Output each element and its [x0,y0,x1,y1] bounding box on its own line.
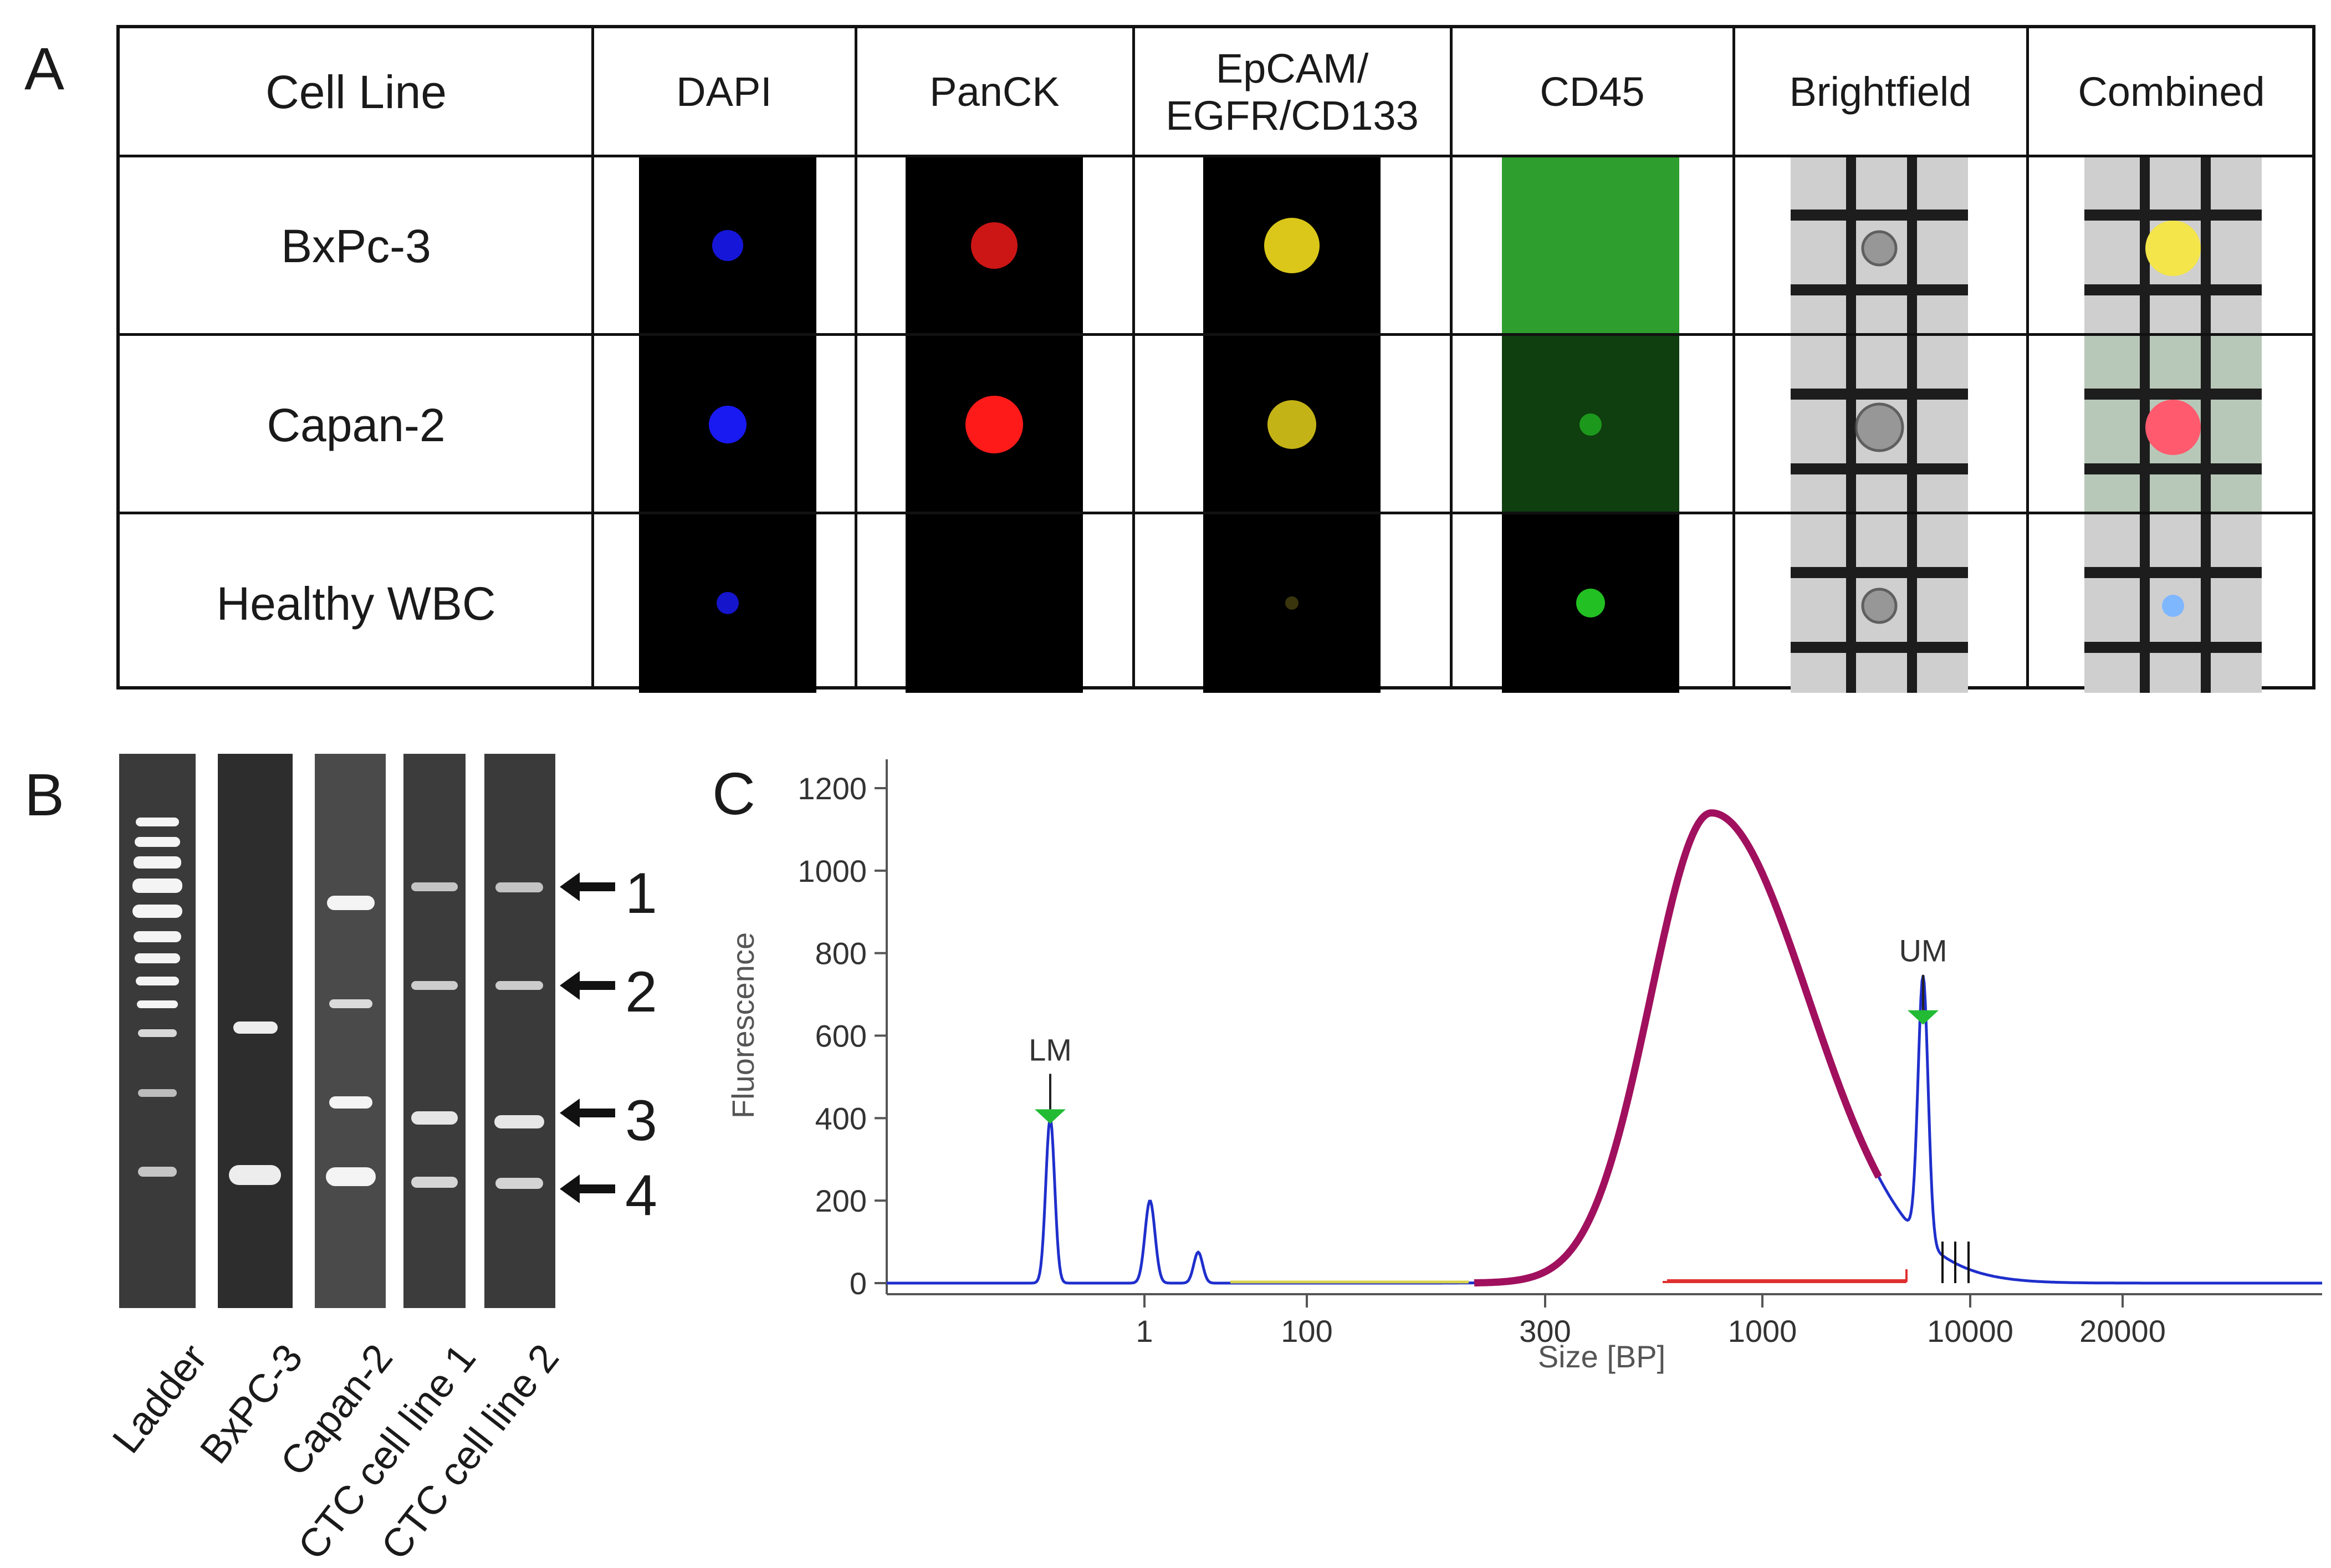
row-label-capan2: Capan-2 [267,399,446,451]
y-tick-label-800: 800 [815,936,867,971]
x-tick-label-100: 100 [1281,1314,1332,1349]
arrow-3-icon [560,1099,615,1127]
band-marker-2: 2 [625,960,657,1024]
marker-UM-label: UM [1899,933,1947,968]
gel-lane-ladder [119,754,196,1308]
header-combined: Combined [2078,69,2265,115]
micrograph-dapi-wbc [639,514,816,693]
micrograph-brightfield-wbc [1791,514,1968,693]
gel-electrophoresis: 1 2 3 4 Ladder BxPC-3 Capan-2 CTC cell l… [0,737,693,1568]
micrograph-combined-bxpc3 [2084,157,2262,335]
bioanalyzer-chart: Fluorescence Size [BP] 0 200 400 600 800 1000… [698,737,2331,1402]
gel-lane-capan2 [315,754,386,1308]
marker-LM-label: LM [1029,1032,1072,1067]
bioanalyzer-svg: Fluorescence Size [BP] 0 200 400 600 800 1000… [725,759,2322,1374]
micrograph-dapi-bxpc3 [639,157,816,335]
micrograph-panck-bxpc3 [906,157,1083,335]
micrograph-epcam-capan2 [1203,336,1381,514]
band-arrows [560,872,615,1203]
x-tick-label-1000: 1000 [1728,1314,1797,1349]
micrograph-dapi-capan2 [639,336,816,514]
micrograph-cd45-capan2 [1502,336,1679,514]
capan2-bands [326,896,376,1186]
panel-b-letter: B [24,761,65,828]
row-label-bxpc3: BxPc-3 [281,219,431,272]
header-cell-line: Cell Line [265,65,447,118]
gel-lane-ctc1 [403,754,466,1308]
trace-line [887,811,2322,1285]
header-epcam-line1: EpCAM/ [1215,45,1369,91]
y-axis-label: Fluorescence [725,932,760,1118]
x-axis-label: Size [BP] [1538,1339,1665,1374]
y-tick-label-400: 400 [815,1101,867,1136]
ladder-bands [132,818,182,1177]
row-label-healthy-wbc: Healthy WBC [216,577,496,630]
panel-c-letter: C [712,760,755,827]
gel-lane-bxpc3 [218,754,293,1308]
micrograph-epcam-bxpc3 [1203,157,1381,335]
header-cd45: CD45 [1540,69,1645,115]
band-marker-4: 4 [625,1163,657,1228]
band-marker-3: 3 [625,1089,657,1153]
header-panck: PanCK [929,69,1060,115]
gel-lane-ctc2 [484,754,555,1308]
cell-staining-table: Cell Line DAPI PanCK EpCAM/ EGFR/CD133 C… [116,25,2315,693]
y-tick-label-200: 200 [815,1183,867,1218]
band-marker-1: 1 [625,861,657,926]
micrograph-cd45-wbc [1502,514,1679,693]
micrograph-panck-capan2 [906,336,1083,514]
micrograph-brightfield-capan2 [1791,336,1968,514]
x-tick-label-20000: 20000 [2079,1314,2166,1349]
panel-a-letter: A [24,35,65,102]
micrograph-panck-wbc [906,514,1083,693]
header-epcam-line2: EGFR/CD133 [1166,93,1419,139]
y-tick-label-1200: 1200 [798,771,867,806]
micrograph-combined-wbc [2084,514,2262,693]
x-tick-label-300: 300 [1519,1314,1571,1349]
header-epcam: EpCAM/ EGFR/CD133 [1133,28,1451,156]
ctc1-bands [411,882,458,1188]
micrograph-epcam-wbc [1203,514,1381,693]
arrow-1-icon [560,872,615,901]
ctc2-bands [494,882,544,1189]
arrow-4-icon [560,1174,615,1203]
header-dapi: DAPI [676,69,772,115]
micrograph-cd45-bxpc3 [1502,157,1679,335]
arrow-2-icon [560,971,615,1000]
marker-LM-triangle [1035,1109,1066,1124]
x-tick-label-10000: 10000 [1927,1314,2013,1349]
micrograph-combined-capan2 [2084,336,2262,514]
marker-UM-triangle [1908,1010,1939,1025]
bxpc3-bands [229,1022,281,1185]
y-tick-label-0: 0 [850,1266,867,1301]
micrograph-brightfield-bxpc3 [1791,157,1968,335]
y-tick-label-1000: 1000 [798,854,867,888]
y-tick-label-600: 600 [815,1019,867,1054]
header-brightfield: Brightfield [1789,69,1972,115]
x-tick-label-1: 1 [1136,1314,1153,1349]
highlighted-trace [1471,809,1882,1287]
